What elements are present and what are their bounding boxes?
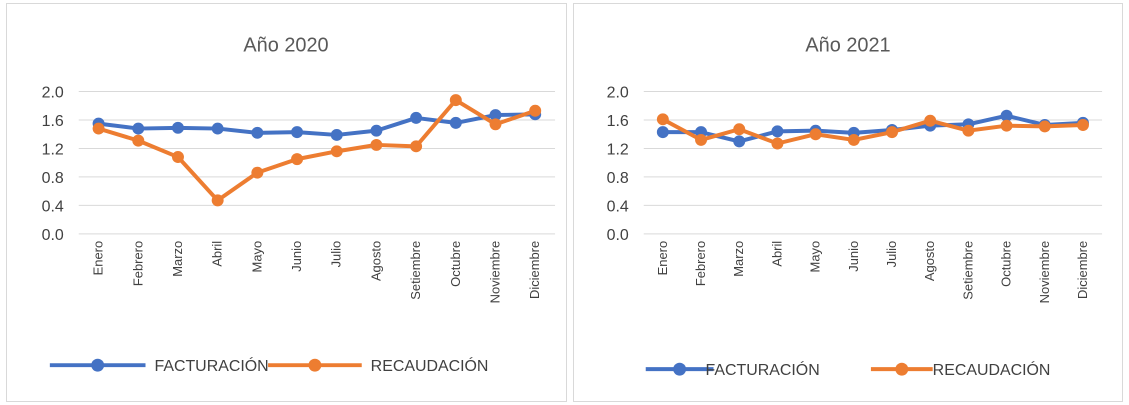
y-tick-label: 0.8: [607, 170, 629, 187]
x-tick-label-junio: Junio: [289, 241, 304, 272]
x-tick-label-diciembre: Diciembre: [527, 241, 542, 299]
data-point-recaudacion-junio: [291, 153, 304, 166]
x-tick-label-setiembre: Setiembre: [960, 241, 975, 300]
x-tick-label-agosto: Agosto: [922, 241, 937, 281]
x-tick-label-noviembre: Noviembre: [487, 241, 502, 304]
data-point-recaudacion-febrero: [695, 133, 708, 146]
data-point-facturacion-octubre: [449, 116, 462, 129]
legend-marker-recaudacion: [308, 358, 322, 372]
data-point-facturacion-julio: [330, 128, 343, 141]
data-point-recaudacion-abril: [211, 194, 224, 207]
data-point-facturacion-mayo: [251, 126, 264, 139]
x-tick-label-enero: Enero: [655, 241, 670, 276]
data-point-facturacion-marzo: [733, 135, 746, 148]
x-tick-label-diciembre: Diciembre: [1075, 241, 1090, 299]
legend-label-recaudacion: RECAUDACIÓN: [933, 360, 1051, 379]
x-tick-label-abril: Abril: [769, 241, 784, 267]
legend-marker-recaudacion: [895, 362, 909, 376]
x-tick-label-abril: Abril: [210, 241, 225, 267]
x-tick-label-julio: Julio: [329, 241, 344, 268]
x-tick-label-julio: Julio: [884, 241, 899, 268]
data-point-recaudacion-octubre: [1000, 119, 1013, 132]
data-point-recaudacion-marzo: [171, 151, 184, 163]
data-point-recaudacion-junio: [847, 133, 860, 146]
data-point-recaudacion-setiembre: [962, 124, 975, 137]
legend-label-recaudacion: RECAUDACIÓN: [371, 356, 489, 375]
y-tick-label: 1.2: [607, 141, 629, 158]
x-tick-label-marzo: Marzo: [731, 241, 746, 277]
data-point-facturacion-noviembre: [489, 109, 502, 122]
data-point-facturacion-agosto: [370, 124, 383, 137]
legend-label-facturacion: FACTURACIÓN: [706, 360, 820, 379]
data-point-facturacion-octubre: [1000, 109, 1013, 122]
y-tick-label: 1.6: [607, 113, 629, 130]
data-point-recaudacion-febrero: [132, 134, 145, 147]
x-tick-label-mayo: Mayo: [249, 241, 264, 273]
chart-panel-2020: Año 2020 2.0 1.6 1.2 0.8 0.4 0.0 Enero Febrero Ma…: [6, 3, 567, 402]
x-tick-label-octubre: Octubre: [999, 241, 1014, 287]
y-tick-label: 1.2: [42, 141, 64, 158]
y-tick-label: 1.6: [42, 113, 64, 130]
legend-marker-facturacion: [91, 358, 105, 372]
data-point-recaudacion-noviembre: [489, 118, 502, 131]
series-line-recaudacion: [97, 98, 536, 203]
data-point-facturacion-marzo: [171, 121, 184, 134]
data-point-facturacion-febrero: [132, 122, 145, 135]
data-point-recaudacion-julio: [330, 145, 343, 158]
y-tick-label: 2.0: [607, 85, 629, 102]
y-tick-label: 0.8: [42, 170, 64, 187]
x-tick-label-enero: Enero: [91, 241, 106, 276]
data-point-recaudacion-marzo: [733, 123, 746, 136]
data-point-facturacion-junio: [291, 126, 304, 139]
x-tick-label-febrero: Febrero: [693, 241, 708, 286]
data-point-recaudacion-octubre: [449, 94, 462, 107]
x-tick-label-junio: Junio: [846, 241, 861, 272]
y-tick-label: 0.4: [42, 198, 64, 215]
data-point-recaudacion-agosto: [370, 138, 383, 151]
y-tick-label: 0.0: [42, 227, 64, 244]
legend-label-facturacion: FACTURACIÓN: [154, 356, 268, 375]
x-tick-label-setiembre: Setiembre: [408, 241, 423, 300]
data-point-facturacion-abril: [211, 122, 224, 135]
y-tick-label: 0.4: [607, 198, 629, 215]
y-tick-label: 0.0: [607, 227, 629, 244]
data-point-recaudacion-mayo: [809, 128, 822, 141]
y-tick-label: 2.0: [42, 85, 64, 102]
series-line-facturacion: [98, 112, 536, 137]
legend-marker-facturacion: [673, 362, 687, 376]
data-point-facturacion-setiembre: [410, 111, 423, 124]
data-point-recaudacion-enero: [92, 122, 105, 135]
data-point-recaudacion-noviembre: [1038, 120, 1051, 133]
x-tick-label-agosto: Agosto: [368, 241, 383, 281]
data-point-recaudacion-agosto: [924, 114, 937, 127]
chart-2021: Año 2021 2.0 1.6 1.2 0.8 0.4 0.0 Enero Febrero Ma…: [607, 35, 1103, 379]
data-point-recaudacion-diciembre: [529, 104, 542, 117]
data-point-recaudacion-setiembre: [410, 140, 423, 153]
chart-title: Año 2021: [805, 35, 890, 57]
data-point-recaudacion-julio: [886, 126, 898, 139]
data-point-facturacion-abril: [771, 125, 784, 138]
data-point-recaudacion-abril: [771, 137, 784, 150]
data-point-facturacion-enero: [656, 126, 669, 139]
data-point-recaudacion-enero: [656, 113, 669, 126]
series-line-facturacion: [662, 113, 1084, 144]
series-line-recaudacion: [661, 117, 1084, 146]
chart-2020: Año 2020 2.0 1.6 1.2 0.8 0.4 0.0 Enero Febrero Ma…: [42, 35, 556, 375]
x-tick-label-marzo: Marzo: [170, 241, 185, 277]
chart-panel-2021: Año 2021 2.0 1.6 1.2 0.8 0.4 0.0 Enero Febrero Ma…: [573, 3, 1123, 402]
x-tick-label-octubre: Octubre: [448, 241, 463, 287]
x-tick-label-noviembre: Noviembre: [1037, 241, 1052, 304]
x-tick-label-mayo: Mayo: [808, 241, 823, 273]
x-tick-label-febrero: Febrero: [130, 241, 145, 286]
data-point-recaudacion-diciembre: [1076, 119, 1089, 131]
chart-title: Año 2020: [243, 35, 328, 57]
data-point-recaudacion-mayo: [251, 166, 264, 179]
